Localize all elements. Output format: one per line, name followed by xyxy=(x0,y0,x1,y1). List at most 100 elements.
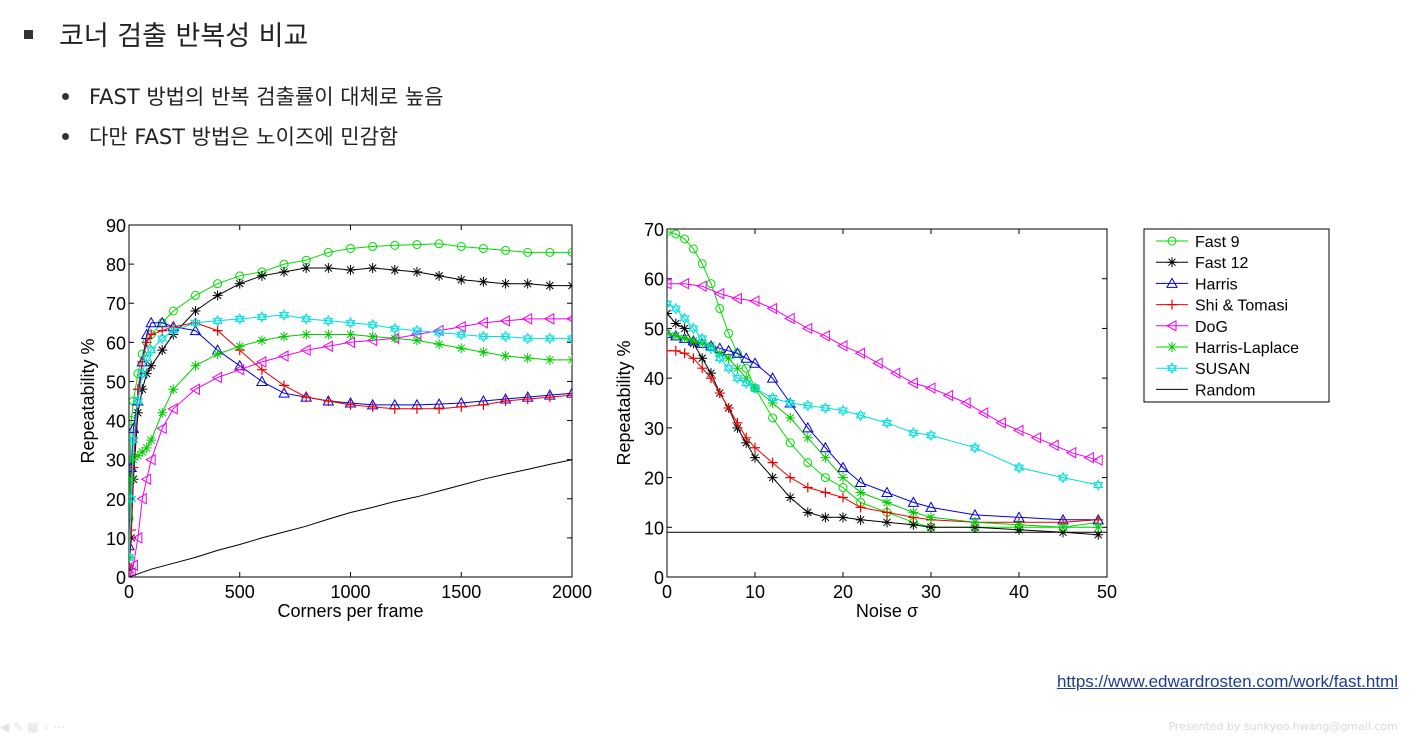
marker-triangle-left xyxy=(140,473,152,486)
legend-label: SUSAN xyxy=(1195,361,1250,378)
marker-hexagram xyxy=(1166,362,1178,375)
marker-plus xyxy=(670,345,681,356)
marker-hexagram xyxy=(785,397,796,409)
marker-triangle-left xyxy=(156,422,167,435)
marker-hexagram-part xyxy=(278,312,290,321)
marker-hexagram-part xyxy=(212,314,223,324)
toolbar-pen-icon[interactable]: ✎ xyxy=(13,720,28,734)
marker-star xyxy=(970,517,980,528)
y-tick-label: 50 xyxy=(644,319,664,339)
marker-triangle-left xyxy=(145,453,156,466)
marker-hexagram xyxy=(723,362,734,375)
toolbar-slides-icon[interactable]: ▦ xyxy=(27,720,43,734)
marker-plus xyxy=(706,373,716,384)
marker-hexagram xyxy=(168,324,179,337)
marker-circle xyxy=(671,229,681,239)
marker-hexagram-part xyxy=(389,322,400,332)
marker-circle xyxy=(501,245,511,255)
marker-hexagram-part xyxy=(1013,464,1025,474)
marker-star xyxy=(478,347,489,358)
y-tick-label: 0 xyxy=(116,568,126,588)
toolbar-back-icon[interactable]: ◀ xyxy=(0,720,14,734)
marker-hexagram xyxy=(345,316,356,329)
marker-circle xyxy=(434,239,444,249)
marker-hexagram xyxy=(1093,479,1104,491)
marker-hexagram-part xyxy=(820,405,831,414)
marker-triangle-left xyxy=(889,367,901,380)
marker-triangle-left xyxy=(129,567,136,577)
toolbar-zoom-icon[interactable]: ⌕ xyxy=(42,720,54,734)
series-harris-laplace xyxy=(129,329,572,563)
marker-plus xyxy=(168,321,179,332)
marker-star xyxy=(234,341,245,352)
marker-star xyxy=(882,497,892,508)
marker-hexagram xyxy=(389,322,400,335)
marker-star xyxy=(1093,529,1104,540)
marker-hexagram-part xyxy=(749,385,761,394)
marker-circle xyxy=(724,328,734,338)
marker-triangle xyxy=(256,375,268,386)
marker-hexagram xyxy=(670,302,681,315)
marker-star xyxy=(411,335,422,346)
marker-triangle xyxy=(189,324,202,336)
y-tick-label: 40 xyxy=(106,412,126,432)
marker-circle xyxy=(412,240,422,250)
marker-hexagram xyxy=(478,330,489,343)
marker-hexagram-part xyxy=(141,352,152,361)
marker-hexagram-part xyxy=(137,370,148,380)
marker-star xyxy=(129,474,137,485)
marker-hexagram-part xyxy=(670,305,681,315)
marker-hexagram-part xyxy=(146,347,157,357)
marker-hexagram xyxy=(855,409,866,422)
marker-circle xyxy=(346,243,355,253)
marker-hexagram xyxy=(1057,471,1069,484)
marker-plus xyxy=(456,401,467,412)
marker-star xyxy=(1058,522,1068,533)
marker-plus xyxy=(141,337,152,348)
marker-hexagram-part xyxy=(688,322,699,332)
marker-plus xyxy=(301,392,312,403)
marker-plus xyxy=(132,384,143,395)
marker-triangle-left xyxy=(854,347,866,360)
marker-star xyxy=(1014,519,1024,530)
bullet-text: FAST 방법의 반복 검출률이 대체로 높음 xyxy=(89,85,444,109)
marker-triangle-left xyxy=(255,356,267,368)
marker-star xyxy=(802,432,813,443)
marker-hexagram xyxy=(881,416,893,429)
marker-triangle-left xyxy=(924,382,936,394)
marker-star xyxy=(434,339,445,350)
marker-hexagram xyxy=(323,314,334,327)
marker-hexagram-part xyxy=(129,437,139,447)
marker-star xyxy=(785,492,796,503)
source-link[interactable]: https://www.edwardrosten.com/work/fast.h… xyxy=(1056,672,1398,691)
marker-hexagram-part xyxy=(433,329,445,339)
marker-circle xyxy=(129,513,134,523)
marker-hexagram xyxy=(212,314,223,327)
marker-hexagram-part xyxy=(820,402,831,411)
x-tick-label: 40 xyxy=(1009,582,1029,602)
marker-star xyxy=(132,407,143,418)
marker-hexagram-part xyxy=(767,395,778,404)
marker-hexagram-part xyxy=(723,365,734,375)
marker-hexagram-part xyxy=(323,314,334,324)
y-tick-label: 0 xyxy=(654,568,664,588)
toolbar-more-icon[interactable]: ⋯ xyxy=(53,720,70,734)
y-tick-label: 50 xyxy=(106,372,126,392)
marker-triangle xyxy=(925,501,937,512)
marker-hexagram-part xyxy=(749,382,761,392)
marker-hexagram-part xyxy=(1093,479,1104,488)
marker-plus xyxy=(411,403,422,414)
marker-circle xyxy=(323,247,333,257)
marker-star xyxy=(908,519,919,530)
marker-hexagram xyxy=(157,332,168,345)
marker-triangle-left xyxy=(1165,319,1177,332)
marker-star xyxy=(723,353,734,364)
marker-circle xyxy=(478,243,488,253)
marker-triangle-left xyxy=(995,417,1006,429)
marker-hexagram xyxy=(679,312,690,325)
legend-label: Harris-Laplace xyxy=(1195,340,1299,357)
marker-hexagram-part xyxy=(345,316,356,326)
marker-hexagram-part xyxy=(389,325,400,335)
marker-triangle-left xyxy=(766,302,778,315)
bullet-item: 다만 FAST 방법은 노이즈에 민감함 xyxy=(62,116,444,156)
